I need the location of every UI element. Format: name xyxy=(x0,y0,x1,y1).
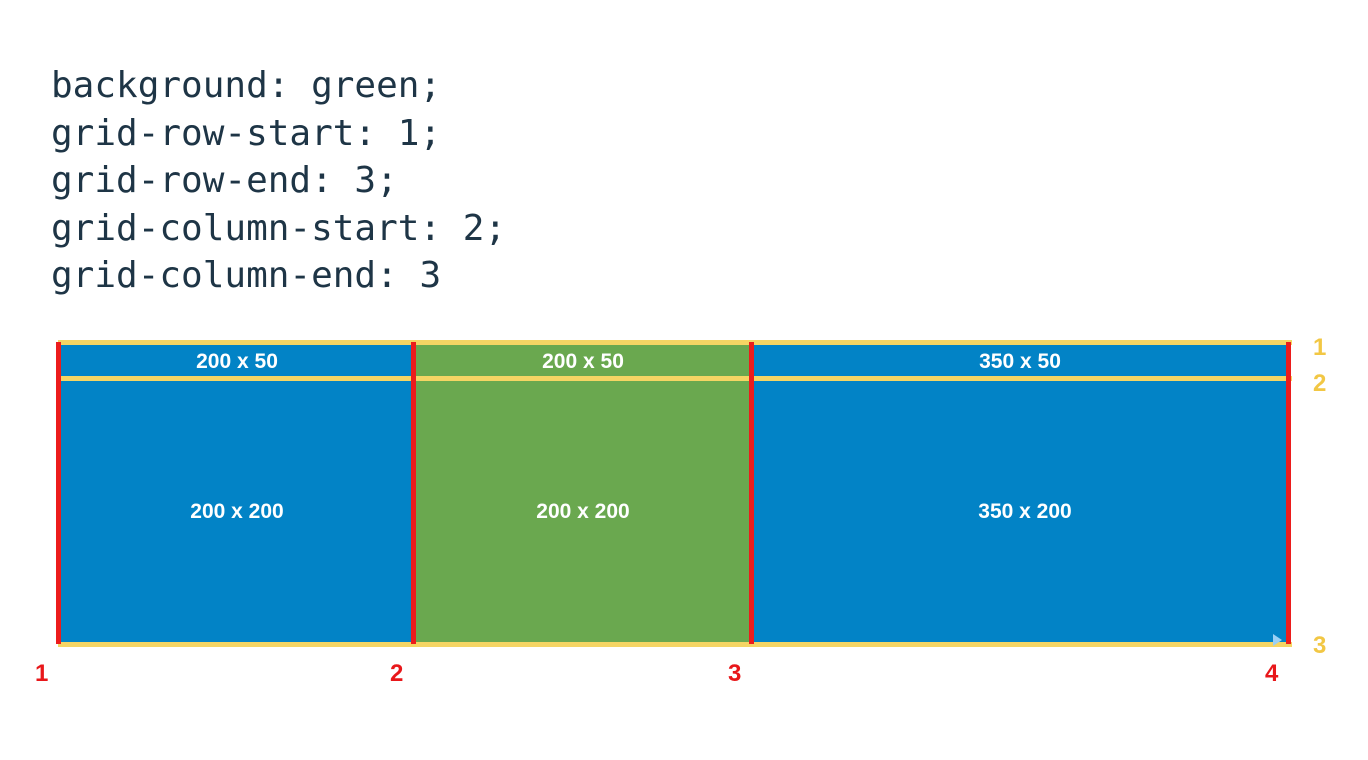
column-line-number-1: 1 xyxy=(35,660,49,687)
column-line-1 xyxy=(56,342,61,644)
row-line-2 xyxy=(58,376,1292,381)
css-code-block: background: green; grid-row-start: 1; gr… xyxy=(51,62,506,300)
column-line-3 xyxy=(749,342,754,644)
row-line-number-2: 2 xyxy=(1313,370,1327,397)
row-line-number-1: 1 xyxy=(1313,334,1327,361)
grid-cell-row2-col1: 200 x 200 xyxy=(60,379,414,645)
column-line-4 xyxy=(1286,342,1291,644)
column-line-number-4: 4 xyxy=(1265,660,1279,687)
code-line-grid-row-end: grid-row-end: 3; xyxy=(51,160,398,201)
row-line-1 xyxy=(58,340,1292,345)
row-line-3 xyxy=(58,642,1292,647)
code-line-background: background: green; xyxy=(51,65,442,106)
grid-cell-row1-col3: 350 x 50 xyxy=(752,344,1288,379)
column-line-number-3: 3 xyxy=(728,660,742,687)
code-line-grid-column-end: grid-column-end: 3 xyxy=(51,255,442,296)
grid-cell-row2-col2: 200 x 200 xyxy=(414,379,752,645)
grid-cell-row1-col2: 200 x 50 xyxy=(414,344,752,379)
code-line-grid-column-start: grid-column-start: 2; xyxy=(51,207,507,249)
row-line-number-3: 3 xyxy=(1313,632,1327,659)
grid-cell-row1-col1: 200 x 50 xyxy=(60,344,414,379)
mouse-cursor-icon xyxy=(1273,634,1282,646)
grid-cell-row2-col3: 350 x 200 xyxy=(752,379,1288,645)
column-line-2 xyxy=(411,342,416,644)
code-line-grid-row-start: grid-row-start: 1; xyxy=(51,112,442,154)
column-line-number-2: 2 xyxy=(390,660,404,687)
